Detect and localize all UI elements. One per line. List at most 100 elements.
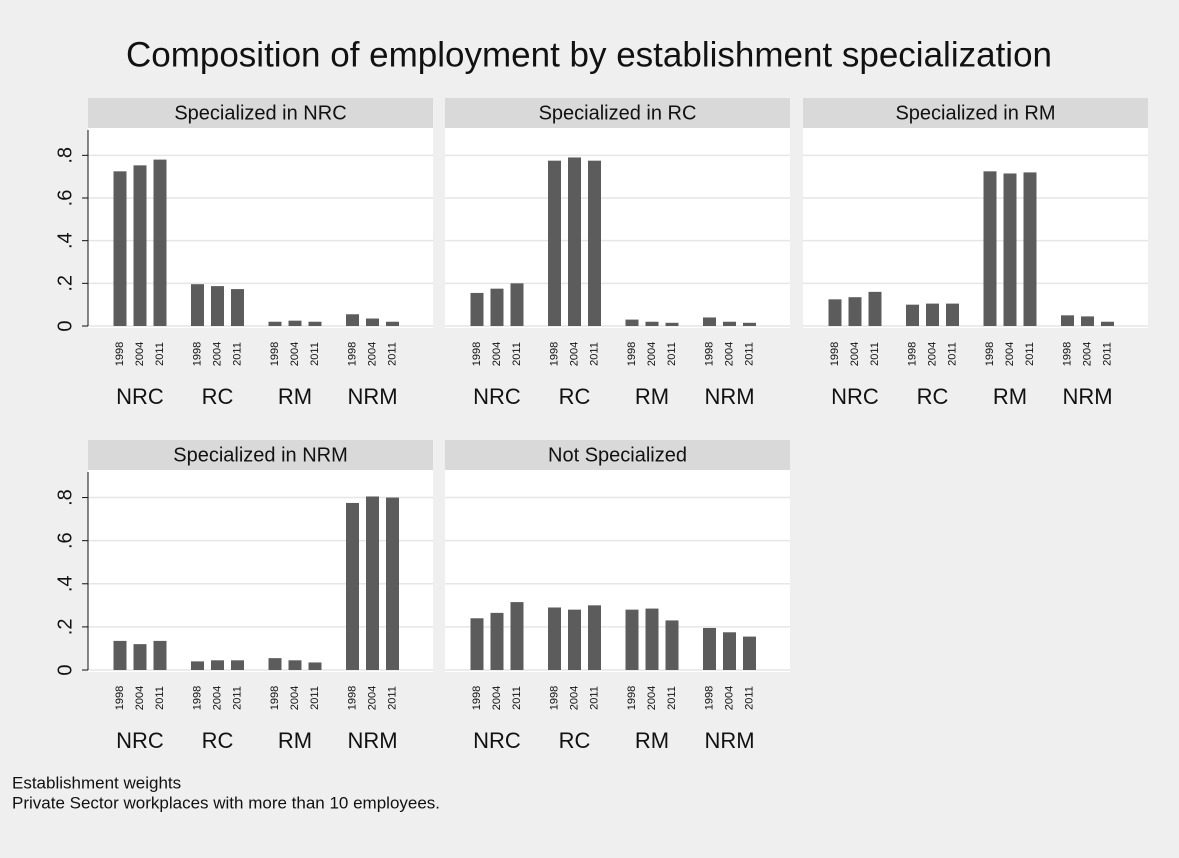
year-label: 2011 <box>309 342 321 366</box>
panel-title: Specialized in NRM <box>173 444 348 466</box>
y-tick-label: .8 <box>54 489 76 506</box>
group-label: RC <box>559 728 591 753</box>
plot-area <box>88 470 433 672</box>
bar <box>133 165 147 326</box>
bar <box>665 322 679 326</box>
strip <box>88 98 433 128</box>
bar <box>625 319 639 326</box>
strip <box>88 440 433 470</box>
bar <box>268 658 282 670</box>
year-label: 1998 <box>548 342 560 366</box>
year-label: 1998 <box>548 686 560 710</box>
bar <box>231 660 244 670</box>
group-label: RM <box>635 384 669 409</box>
year-label: 2004 <box>646 686 658 710</box>
year-label: 2011 <box>588 342 600 366</box>
note: Private Sector workplaces with more than… <box>12 793 440 812</box>
year-label: 2011 <box>231 686 243 710</box>
bar <box>346 502 359 670</box>
year-label: 2011 <box>386 342 398 366</box>
year-label: 2011 <box>869 342 881 366</box>
bar <box>191 661 204 670</box>
group-label: NRC <box>831 384 879 409</box>
year-label: 2011 <box>511 686 523 710</box>
group-label: RC <box>917 384 949 409</box>
y-tick-label: .6 <box>54 532 76 549</box>
year-label: 1998 <box>626 342 638 366</box>
year-label: 2011 <box>666 342 678 366</box>
bar <box>133 644 147 670</box>
bar <box>645 321 659 326</box>
bar <box>625 609 639 670</box>
year-label: 2004 <box>568 342 580 366</box>
year-label: 2011 <box>588 686 600 710</box>
bar <box>588 160 601 326</box>
year-label: 2004 <box>211 686 223 710</box>
group-label: RC <box>202 384 234 409</box>
bar <box>211 660 224 670</box>
bar <box>828 299 842 326</box>
y-tick-label: .2 <box>54 619 76 636</box>
y-tick-label: .6 <box>54 190 76 207</box>
bar <box>113 640 127 670</box>
year-label: 1998 <box>191 686 203 710</box>
bar <box>568 157 581 326</box>
year-label: 1998 <box>906 342 918 366</box>
bar <box>231 289 244 326</box>
year-label: 2004 <box>289 686 301 710</box>
bar <box>588 605 601 670</box>
bar <box>568 609 581 670</box>
year-label: 2011 <box>511 342 523 366</box>
bar <box>868 291 882 326</box>
year-label: 1998 <box>346 686 358 710</box>
year-label: 2004 <box>491 342 503 366</box>
group-label: NRC <box>473 728 521 753</box>
year-label: 2011 <box>154 342 166 366</box>
year-label: 1998 <box>114 686 126 710</box>
group-label: NRM <box>347 728 397 753</box>
bar <box>1003 173 1017 326</box>
bar <box>366 318 379 326</box>
bar <box>113 171 127 326</box>
strip <box>445 98 790 128</box>
year-label: 2004 <box>366 342 378 366</box>
bar <box>288 660 302 670</box>
bar <box>153 159 167 326</box>
year-label: 1998 <box>703 686 715 710</box>
year-label: 2004 <box>1081 342 1093 366</box>
year-label: 2004 <box>211 342 223 366</box>
strip <box>803 98 1148 128</box>
bar <box>983 171 997 326</box>
y-tick-label: .8 <box>54 147 76 164</box>
group-label: RM <box>635 728 669 753</box>
year-label: 2011 <box>309 686 321 710</box>
y-tick-label: 0 <box>54 664 76 675</box>
group-label: NRM <box>347 384 397 409</box>
panel-title: Not Specialized <box>548 444 687 466</box>
bar <box>703 317 716 326</box>
year-label: 1998 <box>829 342 841 366</box>
year-label: 2011 <box>154 686 166 710</box>
bar <box>366 496 379 670</box>
group-label: NRM <box>704 384 754 409</box>
group-label: NRC <box>116 384 164 409</box>
bar <box>288 320 302 326</box>
year-label: 2004 <box>723 686 735 710</box>
year-label: 2011 <box>1024 342 1036 366</box>
bar <box>548 607 561 670</box>
year-label: 2004 <box>646 342 658 366</box>
group-label: RM <box>278 384 312 409</box>
group-label: NRC <box>473 384 521 409</box>
year-label: 2004 <box>568 686 580 710</box>
year-label: 1998 <box>626 686 638 710</box>
bar <box>665 620 679 670</box>
group-label: NRC <box>116 728 164 753</box>
bar <box>1081 316 1094 326</box>
y-tick-label: .4 <box>54 232 76 249</box>
plot-area <box>803 128 1148 328</box>
year-label: 1998 <box>346 342 358 366</box>
bar <box>470 618 484 670</box>
bar <box>470 292 484 326</box>
strip <box>445 440 790 470</box>
bar <box>308 662 322 670</box>
